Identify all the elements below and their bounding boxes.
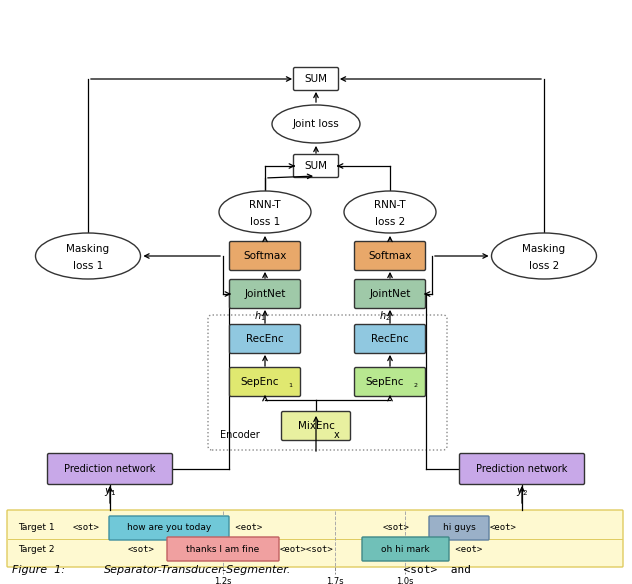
- FancyBboxPatch shape: [429, 516, 489, 540]
- Text: thanks I am fine: thanks I am fine: [186, 544, 260, 554]
- Text: hi guys: hi guys: [442, 523, 475, 533]
- FancyBboxPatch shape: [293, 155, 339, 178]
- Ellipse shape: [492, 233, 597, 279]
- Text: $y_2$: $y_2$: [516, 486, 528, 498]
- Text: oh hi mark: oh hi mark: [381, 544, 430, 554]
- Text: SepEnc: SepEnc: [241, 377, 279, 387]
- FancyBboxPatch shape: [167, 537, 279, 561]
- Text: Encoder: Encoder: [220, 430, 260, 440]
- Text: Masking: Masking: [66, 244, 109, 254]
- Text: Softmax: Softmax: [243, 251, 287, 261]
- FancyBboxPatch shape: [7, 510, 623, 567]
- Text: loss 2: loss 2: [529, 261, 559, 271]
- Text: loss 1: loss 1: [250, 217, 280, 227]
- Ellipse shape: [344, 191, 436, 233]
- Text: Prediction network: Prediction network: [64, 464, 155, 474]
- FancyBboxPatch shape: [293, 68, 339, 91]
- Text: Softmax: Softmax: [368, 251, 411, 261]
- Text: SepEnc: SepEnc: [366, 377, 404, 387]
- FancyBboxPatch shape: [109, 516, 229, 540]
- Text: 1.7s: 1.7s: [326, 577, 344, 584]
- Text: $h_1$: $h_1$: [254, 309, 266, 323]
- Text: loss 1: loss 1: [73, 261, 103, 271]
- Text: <eot>: <eot>: [230, 523, 262, 533]
- Text: <eot>: <eot>: [490, 523, 517, 533]
- Ellipse shape: [35, 233, 140, 279]
- Text: Prediction network: Prediction network: [477, 464, 568, 474]
- Text: $y_1$: $y_1$: [104, 486, 116, 498]
- Text: how are you today: how are you today: [127, 523, 211, 533]
- Ellipse shape: [272, 105, 360, 143]
- Ellipse shape: [219, 191, 311, 233]
- Text: SUM: SUM: [305, 74, 327, 84]
- FancyBboxPatch shape: [229, 242, 300, 270]
- FancyBboxPatch shape: [281, 412, 351, 440]
- Text: $_2$: $_2$: [413, 381, 418, 391]
- FancyBboxPatch shape: [229, 280, 300, 308]
- Text: Target 1: Target 1: [18, 523, 54, 533]
- Text: <eot>: <eot>: [450, 544, 482, 554]
- Text: SUM: SUM: [305, 161, 327, 171]
- Text: <sot>: <sot>: [128, 544, 155, 554]
- Text: <eot><sot>: <eot><sot>: [280, 544, 334, 554]
- Text: MixEnc: MixEnc: [298, 421, 334, 431]
- FancyBboxPatch shape: [355, 280, 425, 308]
- FancyBboxPatch shape: [362, 537, 449, 561]
- Text: Masking: Masking: [523, 244, 566, 254]
- Text: $_1$: $_1$: [288, 381, 294, 391]
- Text: <sot>: <sot>: [383, 523, 410, 533]
- Text: RecEnc: RecEnc: [371, 334, 409, 344]
- Text: Figure  1:: Figure 1:: [12, 565, 65, 575]
- FancyBboxPatch shape: [355, 242, 425, 270]
- Text: JointNet: JointNet: [369, 289, 411, 299]
- Text: x: x: [334, 430, 340, 440]
- FancyBboxPatch shape: [229, 325, 300, 353]
- FancyBboxPatch shape: [47, 454, 173, 485]
- Text: Target 2: Target 2: [18, 544, 54, 554]
- Text: loss 2: loss 2: [375, 217, 405, 227]
- FancyBboxPatch shape: [459, 454, 585, 485]
- Text: RNN-T: RNN-T: [249, 200, 281, 210]
- FancyBboxPatch shape: [229, 367, 300, 397]
- Text: JointNet: JointNet: [245, 289, 286, 299]
- Text: Separator-Transducer-Segmenter.: Separator-Transducer-Segmenter.: [104, 565, 291, 575]
- Text: 1.0s: 1.0s: [396, 577, 414, 584]
- Text: $h_2$: $h_2$: [379, 309, 391, 323]
- Text: RNN-T: RNN-T: [374, 200, 406, 210]
- Text: 1.2s: 1.2s: [214, 577, 232, 584]
- Text: <sot>  and: <sot> and: [390, 565, 471, 575]
- Text: Joint loss: Joint loss: [293, 119, 339, 129]
- Text: <sot>: <sot>: [73, 523, 100, 533]
- FancyBboxPatch shape: [355, 367, 425, 397]
- FancyBboxPatch shape: [355, 325, 425, 353]
- Text: RecEnc: RecEnc: [246, 334, 284, 344]
